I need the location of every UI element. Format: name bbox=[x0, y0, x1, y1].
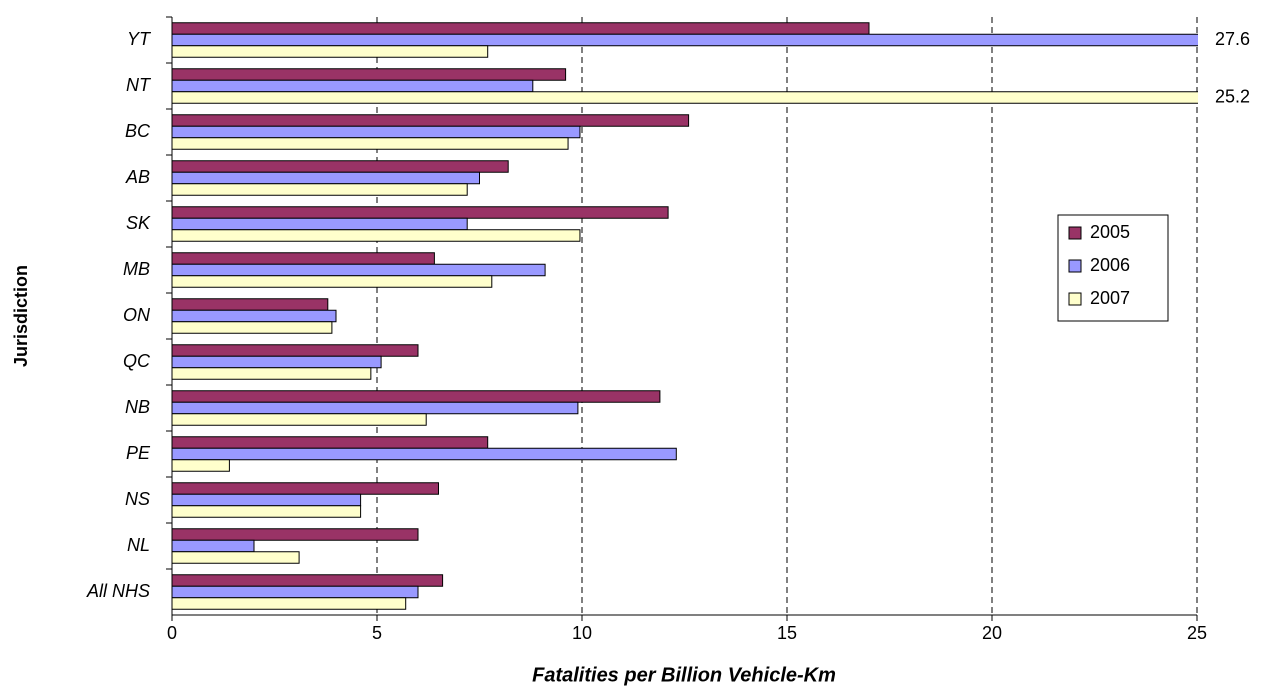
x-tick-label: 15 bbox=[777, 623, 797, 643]
bars bbox=[172, 22, 1198, 610]
bar bbox=[172, 79, 534, 93]
bar bbox=[172, 321, 333, 334]
y-tick-label: NL bbox=[127, 535, 150, 555]
bar bbox=[172, 344, 419, 357]
y-tick-label: SK bbox=[126, 213, 151, 233]
bar bbox=[172, 229, 581, 242]
bar bbox=[172, 263, 546, 277]
bar bbox=[172, 447, 677, 461]
x-tick-label: 0 bbox=[167, 623, 177, 643]
bar bbox=[172, 275, 493, 288]
y-tick-label: AB bbox=[125, 167, 150, 187]
x-tick-label: 5 bbox=[372, 623, 382, 643]
bar bbox=[172, 33, 1198, 47]
bar bbox=[172, 436, 489, 449]
bar bbox=[172, 22, 870, 35]
bar bbox=[172, 401, 579, 415]
legend-swatch bbox=[1068, 259, 1082, 273]
bar bbox=[172, 137, 569, 150]
bar bbox=[172, 114, 690, 127]
legend-swatch bbox=[1068, 292, 1082, 306]
bar bbox=[172, 298, 329, 311]
bar bbox=[172, 493, 362, 507]
bar bbox=[172, 91, 1198, 104]
y-tick-label: YT bbox=[127, 29, 152, 49]
bar bbox=[172, 551, 300, 564]
legend-label: 2005 bbox=[1090, 222, 1130, 242]
bar bbox=[172, 505, 362, 518]
bar bbox=[172, 482, 439, 495]
bar bbox=[172, 160, 509, 173]
y-axis-title: Jurisdiction bbox=[11, 265, 31, 367]
bar bbox=[172, 45, 489, 58]
y-tick-label: BC bbox=[125, 121, 151, 141]
bar bbox=[172, 459, 230, 472]
bar bbox=[172, 597, 407, 610]
x-tick-label: 25 bbox=[1187, 623, 1207, 643]
bar bbox=[172, 217, 468, 231]
bar bbox=[172, 528, 419, 541]
y-tick-label: NS bbox=[125, 489, 150, 509]
value-label: 25.2 bbox=[1215, 86, 1250, 106]
y-tick-label: ON bbox=[123, 305, 151, 325]
x-tick-label: 10 bbox=[572, 623, 592, 643]
bar bbox=[172, 125, 581, 139]
bar bbox=[172, 252, 435, 265]
bar bbox=[172, 574, 444, 587]
y-tick-label: NB bbox=[125, 397, 150, 417]
legend-label: 2006 bbox=[1090, 255, 1130, 275]
bar bbox=[172, 309, 337, 323]
bar bbox=[172, 171, 480, 185]
y-tick-label: MB bbox=[123, 259, 150, 279]
y-tick-label: NT bbox=[126, 75, 152, 95]
bar bbox=[172, 355, 382, 369]
bar bbox=[172, 68, 567, 81]
bar bbox=[172, 585, 419, 599]
bar bbox=[172, 539, 255, 553]
bar bbox=[172, 206, 669, 219]
x-axis-title: Fatalities per Billion Vehicle-Km bbox=[532, 664, 836, 686]
x-tick-label: 20 bbox=[982, 623, 1002, 643]
y-tick-label: All NHS bbox=[86, 581, 150, 601]
bar bbox=[172, 413, 427, 426]
value-label: 27.6 bbox=[1215, 29, 1250, 49]
bar bbox=[172, 390, 661, 403]
bar bbox=[172, 183, 468, 196]
legend-label: 2007 bbox=[1090, 288, 1130, 308]
y-tick-label: PE bbox=[126, 443, 151, 463]
y-tick-label: QC bbox=[123, 351, 151, 371]
overlay: 0 5 10 15 20 25 YT 27.6 NT 25.2 BC AB SK MB ON QC NB PE NS… bbox=[86, 16, 1250, 643]
bar bbox=[172, 367, 372, 380]
legend-swatch bbox=[1068, 226, 1082, 240]
